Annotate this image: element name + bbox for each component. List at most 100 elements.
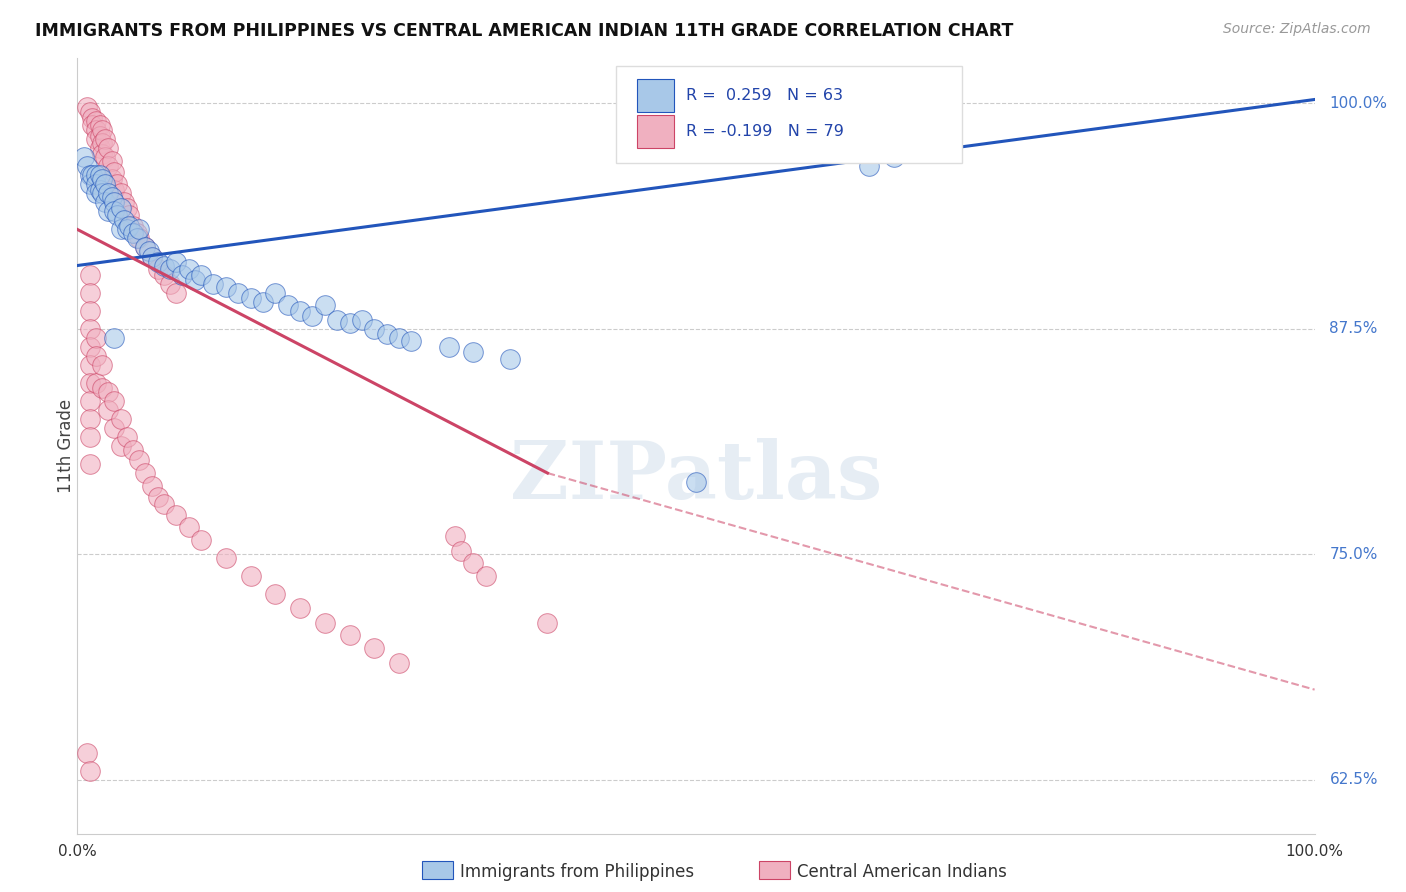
Text: Immigrants from Philippines: Immigrants from Philippines: [460, 863, 695, 881]
Text: R =  0.259   N = 63: R = 0.259 N = 63: [686, 87, 844, 103]
FancyBboxPatch shape: [616, 66, 962, 162]
Text: Source: ZipAtlas.com: Source: ZipAtlas.com: [1223, 22, 1371, 37]
Point: [93, 195, 115, 210]
Point: [84, 123, 107, 137]
Point: [101, 190, 124, 204]
Text: R = -0.199   N = 79: R = -0.199 N = 79: [686, 124, 844, 139]
Point: [277, 298, 299, 312]
Point: [184, 273, 207, 287]
Point: [72, 150, 94, 164]
Point: [153, 497, 176, 511]
Point: [463, 345, 485, 359]
Point: [141, 250, 163, 264]
Point: [91, 123, 114, 137]
Point: [110, 186, 132, 201]
Point: [84, 349, 107, 363]
Text: 87.5%: 87.5%: [1330, 321, 1378, 336]
Point: [84, 376, 107, 390]
Point: [89, 183, 111, 197]
Point: [112, 195, 135, 210]
Point: [239, 291, 262, 305]
Point: [685, 475, 707, 489]
Point: [264, 285, 287, 300]
Point: [177, 520, 200, 534]
Point: [79, 430, 101, 444]
Point: [101, 172, 124, 186]
Point: [172, 268, 194, 282]
Point: [101, 153, 124, 168]
Point: [125, 226, 148, 240]
Point: [118, 208, 141, 222]
Point: [112, 213, 135, 227]
Point: [93, 132, 115, 146]
Point: [858, 159, 880, 173]
Point: [79, 178, 101, 192]
Point: [79, 285, 101, 300]
Point: [146, 255, 169, 269]
Point: [388, 656, 411, 670]
Point: [79, 358, 101, 372]
Point: [288, 303, 311, 318]
Point: [339, 316, 361, 330]
Point: [79, 764, 101, 778]
Point: [141, 250, 163, 264]
Point: [153, 268, 176, 282]
Point: [76, 100, 98, 114]
Point: [84, 331, 107, 345]
Point: [91, 358, 114, 372]
Point: [103, 164, 125, 178]
Point: [84, 186, 107, 201]
Point: [103, 421, 125, 435]
Point: [450, 543, 472, 558]
FancyBboxPatch shape: [637, 115, 673, 148]
Point: [159, 277, 181, 291]
Point: [84, 132, 107, 146]
Point: [82, 111, 104, 125]
Point: [79, 268, 101, 282]
Point: [91, 186, 114, 201]
Point: [350, 312, 373, 326]
Point: [76, 746, 98, 760]
Point: [93, 178, 115, 192]
Point: [103, 204, 125, 219]
Point: [115, 201, 138, 215]
Point: [288, 601, 311, 615]
Point: [97, 204, 120, 219]
Point: [401, 334, 423, 349]
Point: [499, 352, 522, 367]
Point: [138, 244, 160, 258]
FancyBboxPatch shape: [637, 78, 673, 112]
Point: [89, 141, 111, 155]
Text: Central American Indians: Central American Indians: [797, 863, 1007, 881]
Point: [105, 208, 128, 222]
Point: [883, 150, 905, 164]
Point: [177, 262, 200, 277]
Point: [159, 262, 181, 277]
Point: [443, 529, 465, 543]
Point: [93, 150, 115, 164]
Point: [146, 490, 169, 504]
Point: [84, 169, 107, 183]
Point: [79, 105, 101, 120]
Point: [326, 312, 349, 326]
Point: [190, 268, 212, 282]
Point: [103, 195, 125, 210]
Point: [103, 183, 125, 197]
Point: [314, 615, 336, 630]
Point: [134, 466, 156, 480]
Point: [84, 178, 107, 192]
Point: [146, 262, 169, 277]
Point: [932, 105, 955, 120]
Point: [264, 587, 287, 601]
Point: [97, 159, 120, 173]
Point: [91, 146, 114, 161]
Point: [202, 277, 225, 291]
Point: [474, 569, 496, 583]
Point: [97, 141, 120, 155]
Point: [252, 294, 274, 309]
Point: [301, 309, 323, 323]
Point: [110, 439, 132, 453]
Point: [375, 327, 398, 342]
Point: [125, 231, 148, 245]
Point: [89, 128, 111, 143]
